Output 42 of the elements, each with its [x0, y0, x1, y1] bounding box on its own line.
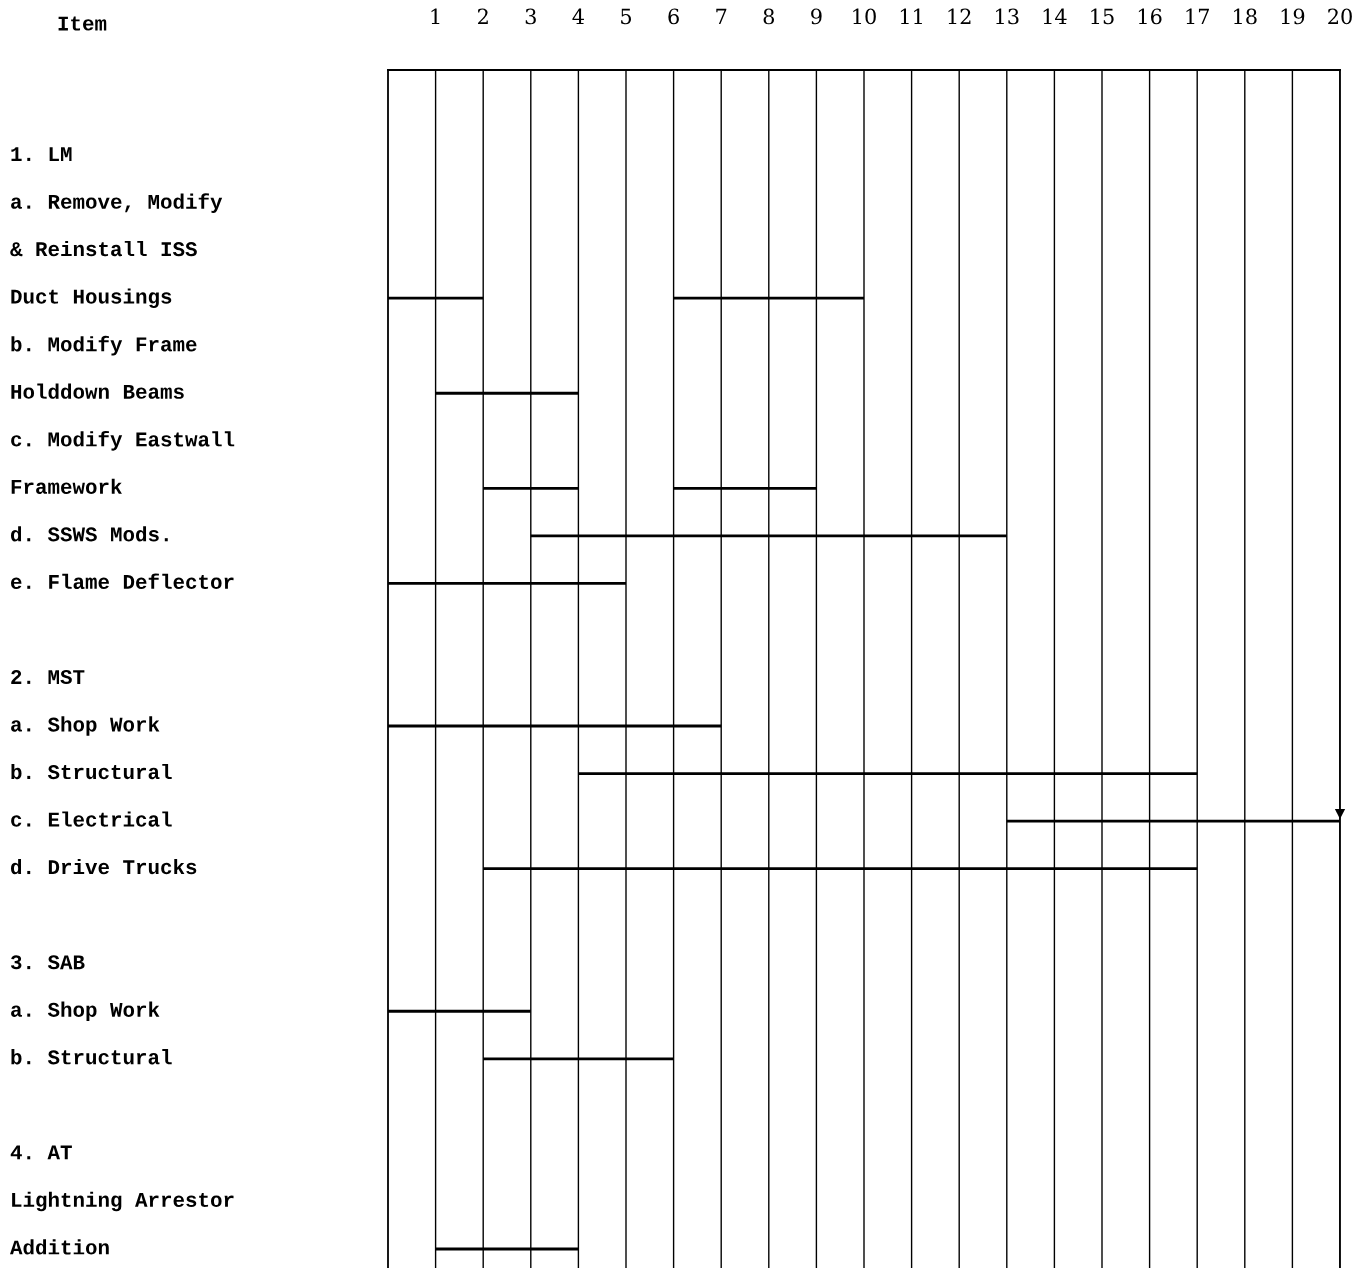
y-axis-title: Item — [58, 16, 107, 31]
y-tick-label: a. Shop Work — [11, 1001, 160, 1021]
x-tick-label: 18 — [1234, 8, 1257, 25]
x-tick-label: 6 — [668, 8, 679, 25]
y-tick-label: 3. SAB — [10, 955, 85, 970]
x-tick-label: 1 — [431, 8, 440, 24]
x-tick-label: 5 — [621, 8, 632, 25]
x-tick-label: 17 — [1186, 8, 1209, 24]
x-tick-label: 7 — [716, 8, 727, 24]
x-tick-label: 19 — [1281, 8, 1305, 25]
y-tick-label: 4. AT — [10, 1145, 72, 1160]
y-tick-label: a. Remove, Modify — [11, 193, 223, 213]
y-tick-label: e. Flame Deflector — [11, 573, 234, 590]
x-tick-label: 10 — [853, 8, 876, 25]
y-tick-label: & Reinstall ISS — [10, 240, 197, 257]
y-tick-label: c. Modify Eastwall — [11, 430, 235, 451]
y-tick-label: Holddown Beams — [11, 383, 184, 399]
y-tick-label: b. Structural — [11, 1049, 172, 1065]
x-tick-label: 13 — [996, 8, 1019, 25]
x-tick-label: 11 — [900, 8, 922, 24]
x-tick-label: 12 — [948, 8, 971, 24]
y-tick-label: Duct Housings — [11, 288, 172, 308]
y-tick-label: d. Drive Trucks — [10, 858, 197, 875]
y-tick-label: d. SSWS Mods. — [10, 526, 168, 542]
y-tick-label: 1. LM — [11, 147, 72, 161]
x-tick-label: 4 — [572, 8, 584, 24]
y-tick-label: c. Electrical — [11, 811, 172, 827]
x-tick-label: 14 — [1043, 8, 1067, 24]
y-tick-label: Framework — [11, 478, 122, 494]
x-tick-label: 3 — [525, 8, 536, 25]
x-tick-label: 15 — [1091, 8, 1114, 25]
x-tick-label: 9 — [811, 8, 822, 25]
y-tick-label: 2. MST — [11, 669, 85, 685]
x-tick-label: 16 — [1138, 8, 1162, 25]
y-tick-label: Addition — [10, 1239, 109, 1255]
x-tick-label: 8 — [763, 8, 775, 25]
y-tick-label: b. Structural — [11, 763, 172, 780]
x-tick-label: 2 — [477, 8, 488, 24]
y-tick-label: b. Modify Frame — [11, 335, 197, 356]
x-tick-label: 20 — [1328, 8, 1352, 25]
y-tick-label: a. Shop Work — [11, 716, 160, 736]
y-tick-label: Lightning Arrestor — [12, 1191, 234, 1212]
